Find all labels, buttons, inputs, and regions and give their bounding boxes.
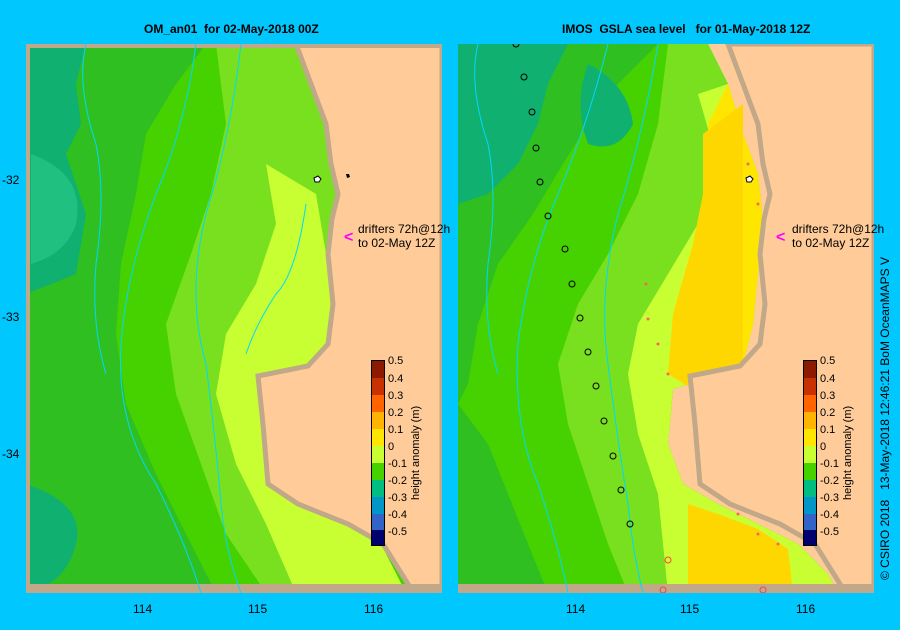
colorbar-right-tick: 0.1 — [820, 424, 836, 436]
colorbar-right — [803, 360, 817, 546]
colorbar-left — [371, 360, 385, 546]
colorbar-left-tick: 0.5 — [388, 355, 404, 367]
colorbar-right-tick: 0 — [820, 441, 827, 453]
colorbar-right-tick: 0.4 — [820, 373, 836, 385]
y-tick-label: -32 — [2, 173, 20, 187]
x-tick-label: 116 — [796, 602, 816, 616]
colorbar-left-tick: -0.3 — [388, 492, 407, 504]
svg-text:<: < — [344, 229, 353, 246]
y-tick-label: -34 — [2, 447, 20, 461]
x-tick-label: 114 — [566, 602, 586, 616]
drifter-note-right: drifters 72h@12h to 02-May 12Z — [792, 222, 885, 250]
colorbar-left-label: height anomaly (m) — [410, 405, 422, 500]
x-tick-label: 115 — [680, 602, 700, 616]
panel-right-title: IMOS GSLA sea level for 01-May-2018 12Z — [562, 22, 811, 36]
colorbar-right-tick: 0.5 — [820, 355, 836, 367]
colorbar-left-tick: -0.5 — [388, 526, 407, 538]
colorbar-left-tick: -0.1 — [388, 458, 407, 470]
colorbar-left-tick: 0.3 — [388, 390, 404, 402]
svg-text:<: < — [776, 229, 785, 246]
x-tick-label: 114 — [133, 602, 153, 616]
colorbar-right-label: height anomaly (m) — [842, 405, 854, 500]
panel-left-title: OM_an01 for 02-May-2018 00Z — [144, 22, 319, 36]
colorbar-right-tick: 0.3 — [820, 390, 836, 402]
colorbar-right-tick: -0.4 — [820, 509, 839, 521]
colorbar-left-tick: -0.2 — [388, 475, 407, 487]
colorbar-left-tick: 0.1 — [388, 424, 404, 436]
colorbar-right-tick: -0.2 — [820, 475, 839, 487]
colorbar-left-tick: 0.4 — [388, 373, 404, 385]
map-right[interactable]: < — [458, 44, 874, 593]
map-left[interactable]: < — [26, 44, 442, 593]
colorbar-left-tick: 0.2 — [388, 407, 404, 419]
colorbar-right-tick: -0.5 — [820, 526, 839, 538]
colorbar-right-tick: 0.2 — [820, 407, 836, 419]
colorbar-left-tick: -0.4 — [388, 509, 407, 521]
colorbar-right-tick: -0.1 — [820, 458, 839, 470]
drifter-note-left: drifters 72h@12h to 02-May 12Z — [358, 222, 451, 250]
x-tick-label: 116 — [364, 602, 384, 616]
y-tick-label: -33 — [2, 310, 20, 324]
x-tick-label: 115 — [248, 602, 268, 616]
colorbar-left-tick: 0 — [388, 441, 395, 453]
credit-text: © CSIRO 2018 13-May-2018 12:46:21 BoM Oc… — [878, 256, 892, 580]
colorbar-right-tick: -0.3 — [820, 492, 839, 504]
